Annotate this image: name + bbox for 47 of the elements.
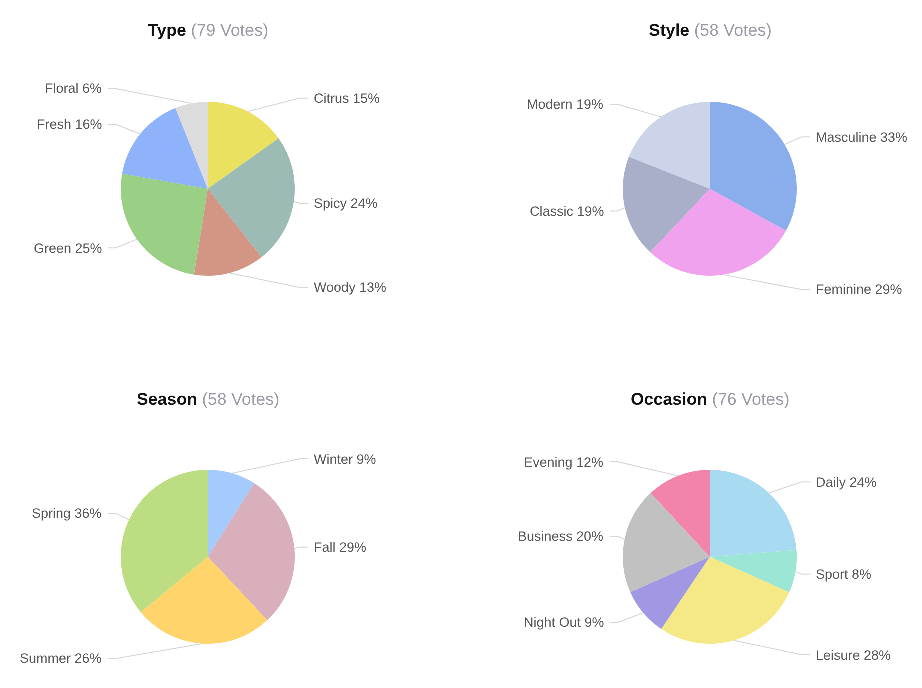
- pie-slice: [208, 484, 295, 620]
- pie-slice: [710, 550, 797, 592]
- pie-slice: [650, 470, 710, 557]
- pie-slice: [710, 102, 797, 231]
- chart-title: Season: [137, 390, 198, 409]
- slice-label: Green 25%: [34, 241, 102, 256]
- pie-slice: [208, 470, 255, 557]
- pie-slice: [623, 493, 710, 592]
- slice-label: Winter 9%: [314, 452, 376, 467]
- slice-label: Night Out 9%: [524, 615, 604, 630]
- slice-label: Sport 8%: [816, 567, 872, 582]
- slice-label: Business 20%: [518, 529, 604, 544]
- pie-slice: [140, 557, 268, 644]
- pie-slice: [194, 189, 262, 276]
- pie-slice: [650, 189, 786, 276]
- chart-title: Occasion: [631, 390, 708, 409]
- slice-label: Summer 26%: [20, 651, 102, 666]
- pie-slice: [208, 102, 279, 189]
- slice-label: Feminine 29%: [816, 282, 902, 297]
- chart-title: Style: [649, 21, 690, 40]
- pie-slice: [623, 156, 710, 252]
- slice-label: Masculine 33%: [816, 130, 908, 145]
- pie-slice: [122, 108, 208, 189]
- chart-subtitle: (76 Votes): [712, 390, 790, 409]
- slice-label: Fall 29%: [314, 540, 367, 555]
- pie-slice: [121, 174, 208, 275]
- slice-label: Floral 6%: [45, 81, 102, 96]
- chart-title: Type: [148, 21, 186, 40]
- slice-label: Fresh 16%: [37, 117, 102, 132]
- slice-label: Spring 36%: [32, 506, 102, 521]
- slice-label: Woody 13%: [314, 280, 387, 295]
- pie-slice: [710, 470, 797, 557]
- chart-subtitle: (79 Votes): [191, 21, 269, 40]
- pie-slice: [662, 557, 790, 644]
- pie-slice: [629, 102, 710, 189]
- slice-label: Classic 19%: [530, 204, 604, 219]
- pie-slice: [121, 470, 208, 612]
- slice-label: Daily 24%: [816, 475, 877, 490]
- pie-slice: [208, 138, 295, 258]
- pie-slice: [630, 557, 710, 630]
- slice-label: Modern 19%: [527, 97, 604, 112]
- chart-subtitle: (58 Votes): [694, 21, 772, 40]
- slice-label: Citrus 15%: [314, 91, 380, 106]
- chart-subtitle: (58 Votes): [202, 390, 280, 409]
- slice-label: Leisure 28%: [816, 648, 892, 663]
- slice-label: Spicy 24%: [314, 196, 378, 211]
- slice-label: Evening 12%: [524, 455, 604, 470]
